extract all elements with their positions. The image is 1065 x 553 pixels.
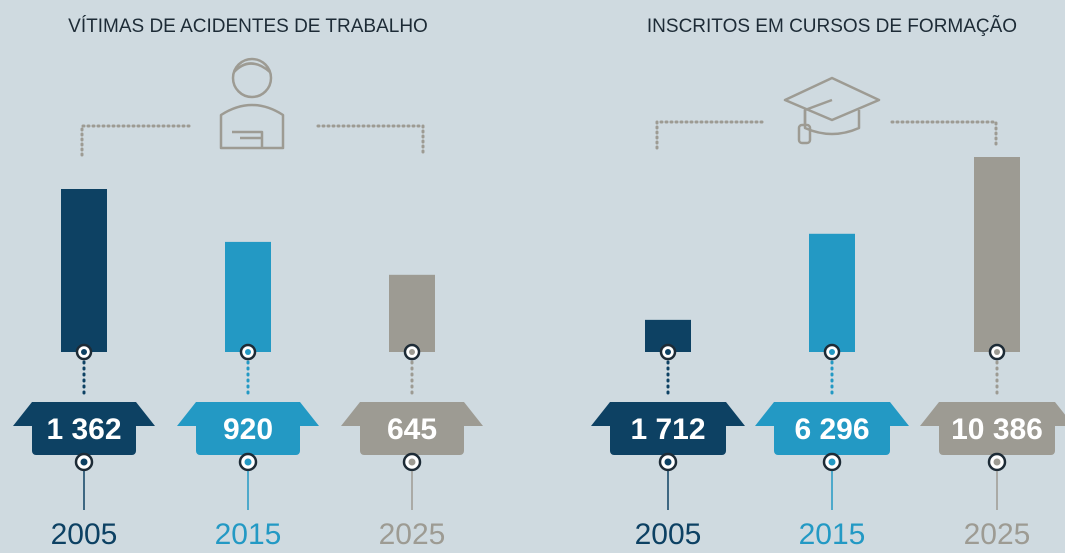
box-node-dot	[828, 458, 836, 466]
box-node-dot	[664, 458, 672, 466]
value-label: 920	[223, 413, 273, 446]
bracket	[80, 124, 425, 157]
bar-node-dot	[81, 349, 87, 355]
value-label: 6 296	[794, 413, 869, 446]
box-node-dot	[408, 458, 416, 466]
label-box	[32, 402, 136, 455]
label-box	[939, 402, 1055, 455]
bar-node-dot	[829, 349, 835, 355]
label-box	[196, 402, 300, 455]
person-icon	[219, 57, 285, 150]
label-box	[774, 402, 890, 455]
year-label: 2015	[799, 518, 866, 551]
bar	[974, 157, 1020, 352]
label-box	[360, 402, 464, 455]
label-box	[610, 402, 726, 455]
year-label: 2005	[51, 518, 118, 551]
box-node-dot	[993, 458, 1001, 466]
value-label: 1 362	[46, 413, 121, 446]
year-label: 2005	[635, 518, 702, 551]
value-label: 645	[387, 413, 437, 446]
bar	[389, 274, 435, 352]
bar	[225, 241, 271, 352]
year-label: 2015	[215, 518, 282, 551]
bar-node-dot	[245, 349, 251, 355]
box-node-dot	[80, 458, 88, 466]
chart-title: VÍTIMAS DE ACIDENTES DE TRABALHO	[68, 16, 428, 37]
year-label: 2025	[964, 518, 1031, 551]
year-label: 2025	[379, 518, 446, 551]
cap-icon	[783, 76, 881, 145]
value-label: 10 386	[951, 413, 1043, 446]
bar	[61, 189, 107, 352]
value-label: 1 712	[630, 413, 705, 446]
chart-title: INSCRITOS EM CURSOS DE FORMAÇÃO	[647, 15, 1017, 37]
bar-node-dot	[665, 349, 671, 355]
bar-node-dot	[994, 349, 1000, 355]
bar	[809, 233, 855, 352]
bar-node-dot	[409, 349, 415, 355]
box-node-dot	[244, 458, 252, 466]
bracket	[655, 120, 998, 150]
